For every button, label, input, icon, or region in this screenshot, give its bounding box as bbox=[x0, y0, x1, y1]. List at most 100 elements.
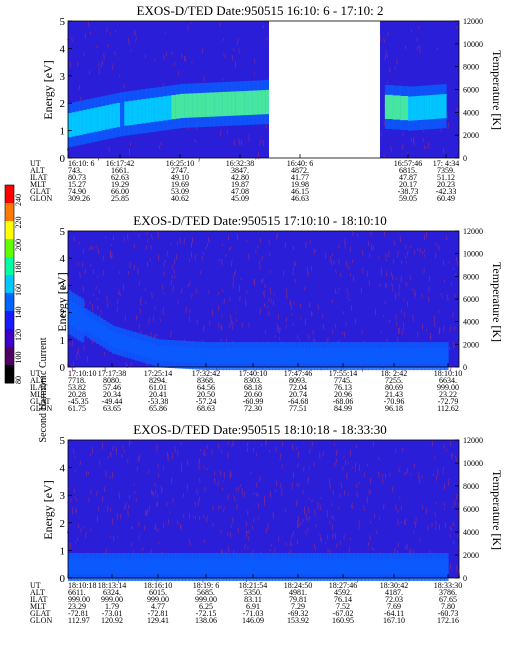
band-core-mark bbox=[93, 559, 97, 575]
band-core-mark bbox=[421, 559, 426, 575]
noise-mark bbox=[292, 272, 294, 276]
band-core-mark bbox=[138, 559, 143, 575]
noise-mark bbox=[336, 543, 338, 548]
noise-mark bbox=[304, 318, 307, 326]
info-cell: 1.79 bbox=[105, 602, 119, 611]
noise-mark bbox=[245, 521, 248, 528]
info-cell: 5685. bbox=[197, 588, 215, 597]
info-cell: 47.87 bbox=[399, 173, 417, 182]
noise-mark bbox=[440, 128, 442, 132]
info-row-label: GLAT bbox=[30, 397, 51, 406]
noise-mark bbox=[116, 306, 119, 312]
noise-mark bbox=[73, 236, 75, 242]
band-core-mark bbox=[432, 559, 438, 575]
info-cell: 74.90 bbox=[68, 187, 86, 196]
noise-mark bbox=[428, 296, 430, 303]
info-cell: 57.46 bbox=[103, 383, 121, 392]
noise-mark bbox=[139, 299, 142, 307]
band-core-mark bbox=[291, 559, 296, 575]
noise-mark bbox=[159, 318, 162, 322]
info-row-label: MLT bbox=[30, 180, 46, 189]
noise-mark bbox=[329, 255, 332, 263]
noise-mark bbox=[116, 535, 119, 539]
noise-mark bbox=[107, 302, 109, 308]
noise-mark bbox=[77, 524, 80, 529]
noise-mark bbox=[403, 298, 405, 301]
info-cell: 18:21:54 bbox=[239, 581, 267, 590]
band-core-mark bbox=[246, 559, 251, 575]
noise-mark bbox=[320, 496, 322, 500]
noise-mark bbox=[83, 52, 86, 56]
band-core-mark bbox=[436, 559, 441, 575]
colorbar-tick-label: 100 bbox=[14, 352, 23, 364]
noise-mark bbox=[370, 231, 372, 235]
band-core-mark bbox=[171, 559, 176, 575]
noise-mark bbox=[110, 255, 113, 260]
info-cell: 20.96 bbox=[334, 390, 352, 399]
noise-mark bbox=[268, 240, 271, 245]
band-core-mark bbox=[192, 559, 197, 575]
band-core-mark bbox=[259, 559, 264, 575]
band-core-mark bbox=[77, 306, 82, 331]
noise-mark bbox=[167, 519, 170, 525]
band-core-mark bbox=[269, 559, 273, 575]
noise-mark bbox=[138, 454, 141, 461]
band-core-mark bbox=[440, 94, 444, 119]
noise-mark bbox=[450, 526, 452, 531]
colorbar-swatch bbox=[5, 329, 14, 348]
band-core-mark bbox=[256, 348, 261, 364]
noise-mark bbox=[123, 83, 125, 89]
band-core-mark bbox=[368, 348, 373, 364]
noise-mark bbox=[230, 524, 232, 528]
band-core-mark bbox=[151, 559, 156, 575]
band-core-mark bbox=[212, 348, 217, 364]
noise-mark bbox=[265, 440, 267, 446]
noise-mark bbox=[360, 287, 363, 294]
band-core-mark bbox=[364, 348, 370, 364]
noise-mark bbox=[295, 263, 297, 266]
info-cell: 18:16:10 bbox=[144, 581, 172, 590]
band-core-mark bbox=[405, 348, 411, 364]
band-core-mark bbox=[71, 559, 75, 575]
noise-mark bbox=[413, 290, 416, 296]
noise-mark bbox=[139, 307, 141, 314]
noise-mark bbox=[259, 139, 261, 146]
band-core-mark bbox=[158, 345, 163, 362]
noise-mark bbox=[138, 280, 141, 286]
band-core-mark bbox=[116, 102, 121, 128]
info-cell: 79.81 bbox=[289, 595, 307, 604]
noise-mark bbox=[184, 55, 186, 63]
info-row-label: ALT bbox=[30, 376, 45, 385]
noise-mark bbox=[292, 322, 295, 327]
noise-mark bbox=[428, 142, 430, 149]
info-cell: 72.04 bbox=[289, 383, 307, 392]
noise-mark bbox=[440, 293, 443, 296]
noise-mark bbox=[78, 85, 81, 91]
noise-mark bbox=[181, 288, 183, 292]
colorbar-ticks: 240 220 200 180 160 140 120 100 80 bbox=[14, 194, 23, 384]
band-core-mark bbox=[421, 348, 426, 364]
noise-mark bbox=[92, 293, 95, 296]
info-cell: 999.00 bbox=[101, 595, 123, 604]
colorbar-tick-label: 220 bbox=[14, 217, 23, 229]
noise-mark bbox=[150, 244, 152, 250]
band-core-mark bbox=[390, 348, 395, 364]
noise-mark bbox=[80, 527, 82, 533]
band-core-mark bbox=[71, 112, 77, 137]
y2-tick-label: 8000 bbox=[463, 482, 479, 491]
band-core-mark bbox=[148, 559, 153, 575]
noise-mark bbox=[375, 530, 378, 535]
noise-mark bbox=[374, 308, 377, 316]
noise-mark bbox=[247, 536, 250, 541]
noise-mark bbox=[383, 37, 385, 43]
noise-mark bbox=[332, 514, 335, 521]
y2-tick-label: 2000 bbox=[463, 131, 479, 140]
band-core-mark bbox=[265, 559, 270, 575]
noise-mark bbox=[386, 283, 388, 287]
noise-mark bbox=[95, 286, 97, 290]
info-cell: 4592. bbox=[334, 588, 352, 597]
band-core-mark bbox=[435, 94, 439, 119]
band-core-mark bbox=[162, 96, 168, 121]
noise-mark bbox=[279, 453, 282, 457]
info-cell: 6611. bbox=[68, 588, 86, 597]
